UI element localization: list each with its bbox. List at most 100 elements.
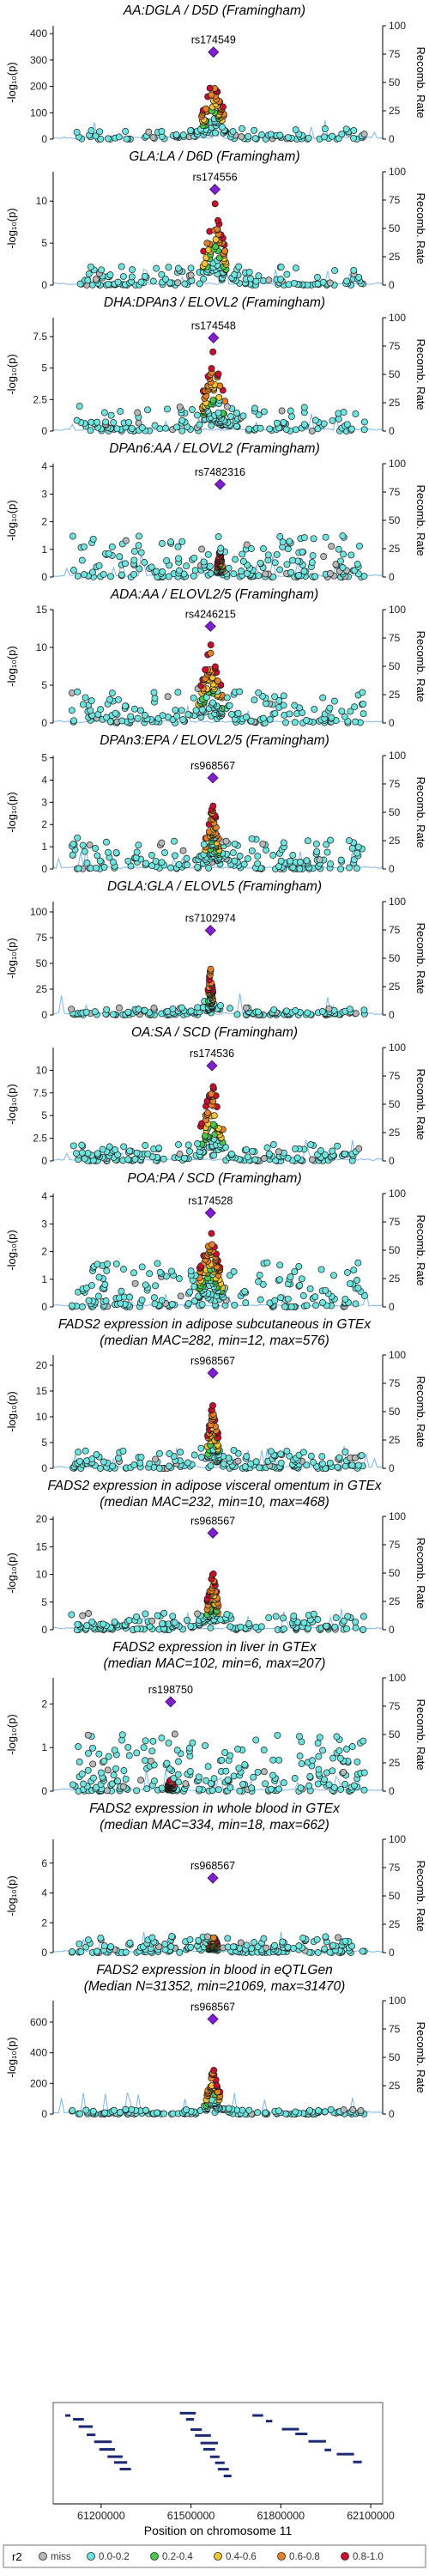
snp-point — [97, 136, 105, 143]
snp-point — [205, 865, 213, 872]
gene-bar — [353, 2460, 362, 2464]
snp-point — [153, 568, 160, 575]
snp-point — [338, 708, 346, 715]
snp-point — [130, 570, 138, 578]
snp-point — [159, 712, 166, 720]
snp-point — [171, 852, 178, 860]
gene-bar — [336, 2452, 354, 2456]
snp-point — [339, 532, 347, 540]
snp-point — [208, 1787, 216, 1794]
snp-point — [255, 1278, 263, 1285]
snp-point — [210, 2067, 218, 2075]
snp-point — [207, 641, 214, 649]
snp-point — [175, 1778, 183, 1786]
panel-subtitle: (Median N=31352, min=21069, max=31470) — [83, 1979, 346, 1994]
snp-point — [355, 1145, 363, 1152]
snp-point — [350, 1267, 358, 1274]
snp-point — [172, 706, 179, 714]
snp-point — [136, 1459, 144, 1467]
snp-point — [174, 279, 182, 287]
snp-point — [109, 1011, 117, 1018]
snp-point — [178, 416, 186, 424]
y-tick-label: 4 — [41, 774, 47, 786]
snp-point — [306, 1773, 314, 1780]
snp-point — [148, 1934, 156, 1941]
snp-point — [303, 717, 311, 724]
snp-point — [78, 1149, 86, 1157]
snp-point — [68, 1302, 76, 1309]
snp-point — [208, 422, 215, 429]
snp-point — [209, 1571, 217, 1577]
y-tick-label: 2 — [41, 1698, 47, 1710]
snp-point — [254, 853, 262, 860]
snp-point — [303, 857, 311, 865]
snp-point — [262, 570, 269, 578]
snp-point — [179, 847, 187, 854]
snp-point — [259, 840, 267, 848]
y2-tick-label: 25 — [389, 1127, 401, 1139]
snp-point — [254, 860, 262, 867]
snp-point — [310, 535, 317, 543]
snp-point — [240, 860, 248, 868]
y2-tick-label: 50 — [389, 1098, 401, 1110]
snp-point — [85, 1297, 93, 1304]
snp-point — [191, 567, 199, 574]
snp-point — [234, 1457, 242, 1465]
snp-point — [316, 1734, 323, 1741]
snp-point — [167, 864, 174, 872]
snp-point — [254, 2109, 262, 2117]
snp-point — [68, 690, 76, 697]
snp-point — [106, 696, 113, 703]
snp-point — [323, 848, 331, 856]
snp-point — [155, 1145, 163, 1151]
snp-point — [247, 545, 255, 552]
snp-point — [275, 697, 283, 704]
y-tick-label: 0 — [41, 1009, 47, 1021]
snp-point — [174, 689, 182, 696]
legend-label: miss — [51, 2552, 71, 2562]
snp-point — [102, 418, 110, 426]
snp-point — [106, 271, 114, 279]
snp-point — [125, 418, 132, 426]
snp-point — [352, 1300, 360, 1308]
snp-point — [150, 1005, 158, 1012]
snp-point — [69, 1948, 76, 1955]
snp-point — [88, 568, 96, 576]
snp-point — [118, 1731, 126, 1739]
snp-point — [352, 1624, 360, 1631]
y2-tick-label: 50 — [389, 76, 401, 88]
panel-subtitle: (median MAC=232, min=10, max=468) — [100, 1495, 329, 1510]
snp-point — [323, 841, 330, 848]
y-tick-label: 4 — [41, 1887, 47, 1899]
lead-snp-marker — [204, 925, 216, 937]
snp-point — [81, 571, 88, 579]
snp-point — [149, 134, 157, 142]
snp-point — [271, 559, 279, 567]
snp-point — [186, 1288, 194, 1296]
snp-point — [242, 1299, 250, 1307]
y2-tick-label: 0 — [389, 717, 395, 729]
y-axis-label: -log₁₀(p) — [5, 938, 18, 978]
y-tick-label: 0 — [41, 863, 47, 875]
snp-point — [344, 1613, 352, 1620]
snp-point — [263, 700, 269, 708]
snp-point — [145, 128, 153, 136]
snp-point — [169, 1613, 177, 1620]
snp-point — [163, 1759, 171, 1767]
snp-point — [175, 555, 182, 562]
y-tick-label: 3 — [41, 1218, 47, 1230]
snp-point — [305, 134, 312, 142]
snp-point — [210, 1112, 218, 1120]
snp-point — [321, 133, 328, 141]
panel-title: DPAn6:AA / ELOVL2 (Framingham) — [109, 441, 320, 456]
snp-point — [130, 1461, 138, 1468]
y2-tick-label: 50 — [389, 1244, 401, 1256]
snp-point — [331, 267, 339, 275]
snp-point — [162, 276, 169, 283]
snp-point — [327, 836, 335, 844]
snp-point — [93, 1783, 100, 1791]
panel-title: FADS2 expression in adipose subcutaneous… — [57, 1317, 372, 1332]
snp-point — [131, 705, 138, 713]
snp-point — [275, 1785, 283, 1793]
snp-point — [291, 719, 299, 726]
